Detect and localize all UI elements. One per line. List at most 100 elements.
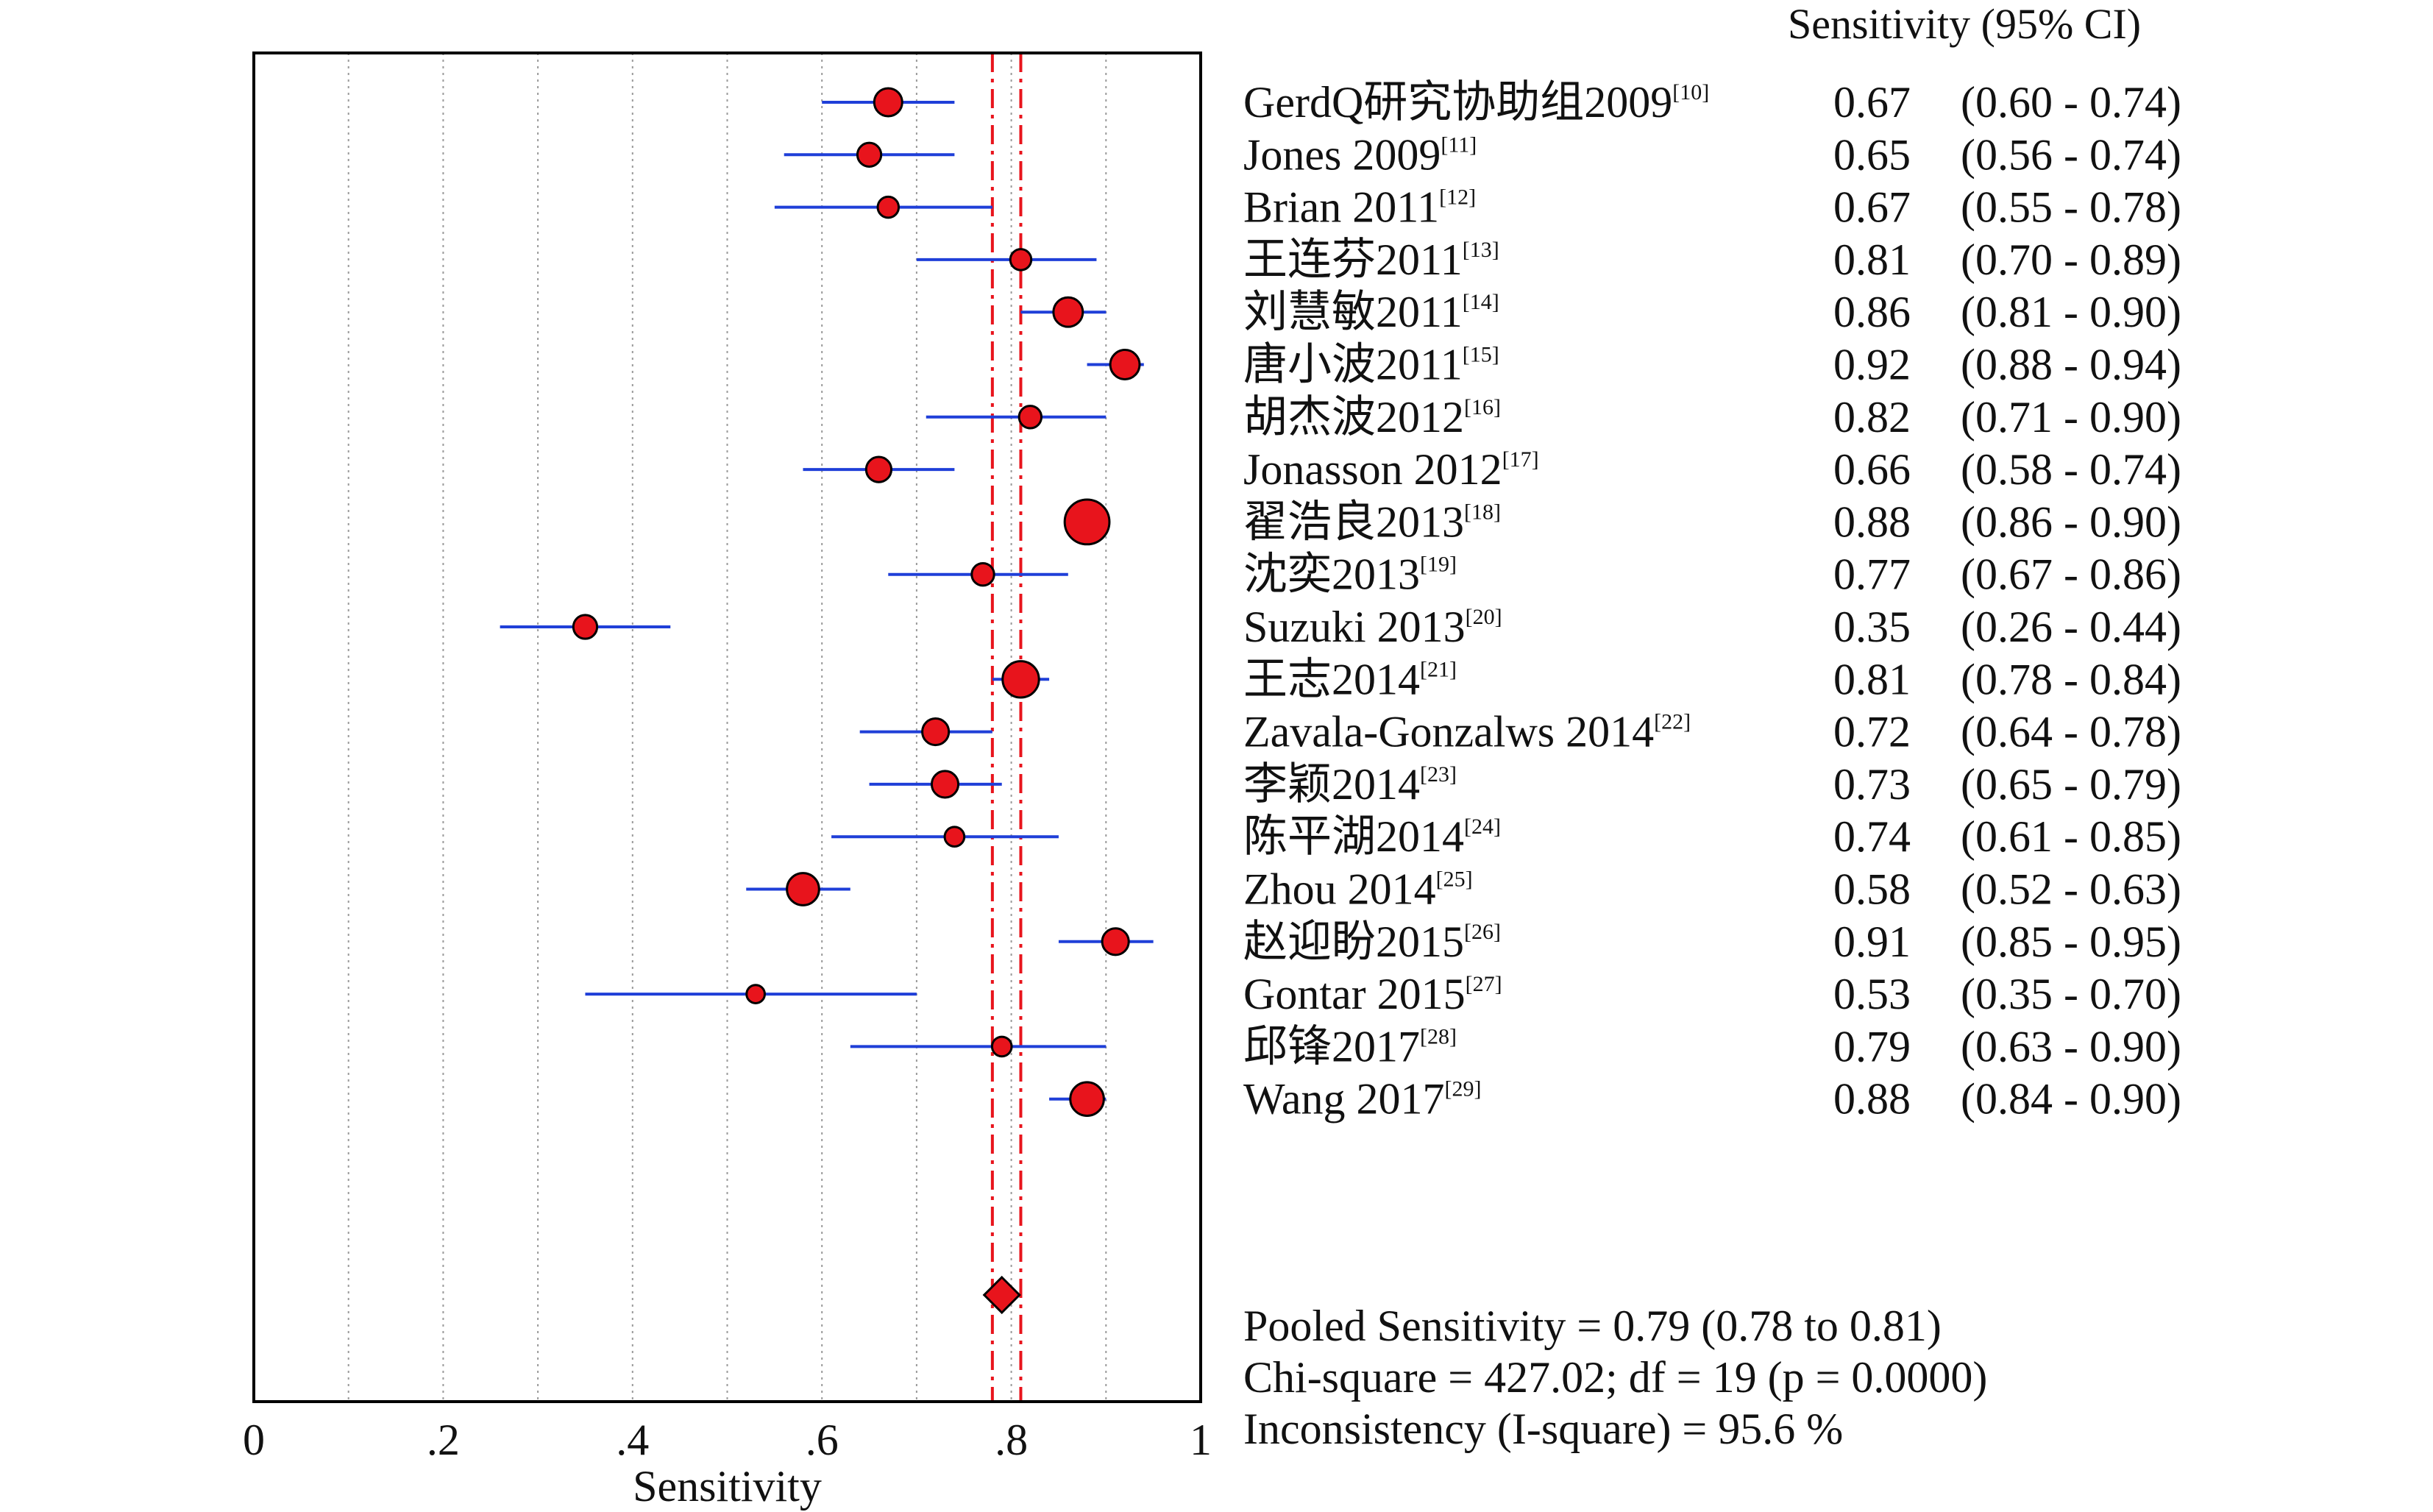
study-value: 0.88 <box>1833 1075 1911 1124</box>
study-markers <box>500 87 1154 1315</box>
study-ci: (0.84 - 0.90) <box>1961 1075 2181 1124</box>
study-point <box>1009 248 1033 271</box>
study-label: Brian 2011[12] <box>1243 183 1476 232</box>
study-value: 0.67 <box>1833 183 1911 232</box>
study-name: 胡杰波2012 <box>1243 393 1464 441</box>
study-reference: [24] <box>1464 814 1501 839</box>
study-reference: [25] <box>1436 867 1473 892</box>
study-label: 刘慧敏2011[14] <box>1243 288 1499 336</box>
study-ci: (0.58 - 0.74) <box>1961 445 2181 494</box>
study-reference: [13] <box>1463 238 1499 262</box>
study-value: 0.67 <box>1833 78 1911 127</box>
study-name: Zhou 2014 <box>1243 865 1436 914</box>
study-point <box>864 455 893 483</box>
study-reference: [29] <box>1444 1077 1481 1101</box>
study-label: 李颖2014[23] <box>1243 760 1457 809</box>
study-point <box>1069 1081 1105 1117</box>
study-reference: [23] <box>1420 762 1457 787</box>
study-reference: [27] <box>1466 972 1502 996</box>
study-point <box>572 614 599 640</box>
study-value: 0.53 <box>1833 970 1911 1018</box>
study-name: 赵迎盼2015 <box>1243 918 1464 966</box>
x-tick-label: 0 <box>243 1416 265 1464</box>
study-ci: (0.26 - 0.44) <box>1961 603 2181 651</box>
study-point <box>921 717 951 747</box>
study-name: 唐小波2011 <box>1243 341 1463 389</box>
study-point <box>1109 349 1141 380</box>
study-reference: [12] <box>1439 185 1476 210</box>
study-label: 陈平湖2014[24] <box>1243 812 1501 861</box>
study-name: Zavala-Gonzalws 2014 <box>1243 708 1654 756</box>
study-value: 0.81 <box>1833 235 1911 284</box>
study-label: Gontar 2015[27] <box>1243 970 1502 1018</box>
summary-line: Inconsistency (I-square) = 95.6 % <box>1243 1405 1843 1453</box>
study-ci: (0.86 - 0.90) <box>1961 497 2181 546</box>
x-axis-label: Sensitivity <box>633 1462 822 1511</box>
study-reference: [19] <box>1420 553 1457 577</box>
study-value: 0.77 <box>1833 550 1911 599</box>
study-point <box>943 826 966 848</box>
study-reference: [21] <box>1420 657 1457 681</box>
pooled-estimate-lines <box>990 53 1023 1402</box>
study-ci: (0.65 - 0.79) <box>1961 760 2181 809</box>
study-label: Jonasson 2012[17] <box>1243 445 1539 494</box>
x-tick-label: .8 <box>995 1416 1028 1464</box>
study-ci: (0.71 - 0.90) <box>1961 393 2181 441</box>
study-label: Suzuki 2013[20] <box>1243 603 1502 651</box>
study-point <box>873 87 903 118</box>
study-reference: [16] <box>1464 395 1501 419</box>
study-reference: [11] <box>1441 132 1477 157</box>
study-point <box>786 872 820 906</box>
study-name: 沈奕2013 <box>1243 550 1420 599</box>
study-point <box>1052 296 1084 328</box>
study-label: 沈奕2013[19] <box>1243 550 1457 599</box>
study-ci: (0.85 - 0.95) <box>1961 918 2181 966</box>
study-point <box>1001 660 1040 699</box>
summary-line: Chi-square = 427.02; df = 19 (p = 0.0000… <box>1243 1353 1987 1402</box>
study-ci: (0.55 - 0.78) <box>1961 183 2181 232</box>
study-reference: [15] <box>1463 343 1499 367</box>
study-ci: (0.67 - 0.86) <box>1961 550 2181 599</box>
study-ci: (0.78 - 0.84) <box>1961 655 2181 703</box>
study-label: Zhou 2014[25] <box>1243 865 1473 914</box>
study-value: 0.92 <box>1833 341 1911 389</box>
study-point <box>876 195 901 219</box>
study-name: Suzuki 2013 <box>1243 603 1466 651</box>
study-label: 王志2014[21] <box>1243 655 1457 703</box>
study-name: 陈平湖2014 <box>1243 812 1464 861</box>
study-point <box>745 984 766 1004</box>
study-name: Wang 2017 <box>1243 1075 1444 1124</box>
study-label: 唐小波2011[15] <box>1243 341 1499 389</box>
study-value: 0.91 <box>1833 918 1911 966</box>
study-label: Wang 2017[29] <box>1243 1075 1481 1124</box>
study-name: 王志2014 <box>1243 655 1420 703</box>
study-ci: (0.81 - 0.90) <box>1961 288 2181 336</box>
study-value: 0.58 <box>1833 865 1911 914</box>
study-ci: (0.88 - 0.94) <box>1961 341 2181 389</box>
study-reference: [17] <box>1502 447 1539 472</box>
study-ci: (0.64 - 0.78) <box>1961 708 2181 756</box>
x-tick-label: .4 <box>616 1416 649 1464</box>
study-value: 0.73 <box>1833 760 1911 809</box>
study-reference: [26] <box>1464 920 1501 944</box>
study-name: 王连芬2011 <box>1243 235 1463 284</box>
study-ci: (0.52 - 0.63) <box>1961 865 2181 914</box>
x-tick-label: .6 <box>806 1416 839 1464</box>
study-ci: (0.70 - 0.89) <box>1961 235 2181 284</box>
summary-statistics: Pooled Sensitivity = 0.79 (0.78 to 0.81)… <box>1243 1302 1987 1453</box>
pooled-diamond <box>982 1275 1021 1315</box>
study-value: 0.88 <box>1833 497 1911 546</box>
x-tick-label: .2 <box>427 1416 460 1464</box>
study-label: 翟浩良2013[18] <box>1243 497 1501 546</box>
study-reference: [22] <box>1654 710 1691 734</box>
summary-line: Pooled Sensitivity = 0.79 (0.78 to 0.81) <box>1243 1302 1942 1350</box>
study-name: 邱锋2017 <box>1243 1022 1420 1071</box>
study-point <box>1017 405 1043 430</box>
plot-frame <box>252 52 1202 1403</box>
study-ci: (0.56 - 0.74) <box>1961 130 2181 179</box>
study-value: 0.65 <box>1833 130 1911 179</box>
study-name: Gontar 2015 <box>1243 970 1466 1018</box>
study-name: GerdQ研究协助组2009 <box>1243 78 1672 127</box>
study-reference: [14] <box>1463 290 1499 314</box>
study-label: GerdQ研究协助组2009[10] <box>1243 78 1709 127</box>
